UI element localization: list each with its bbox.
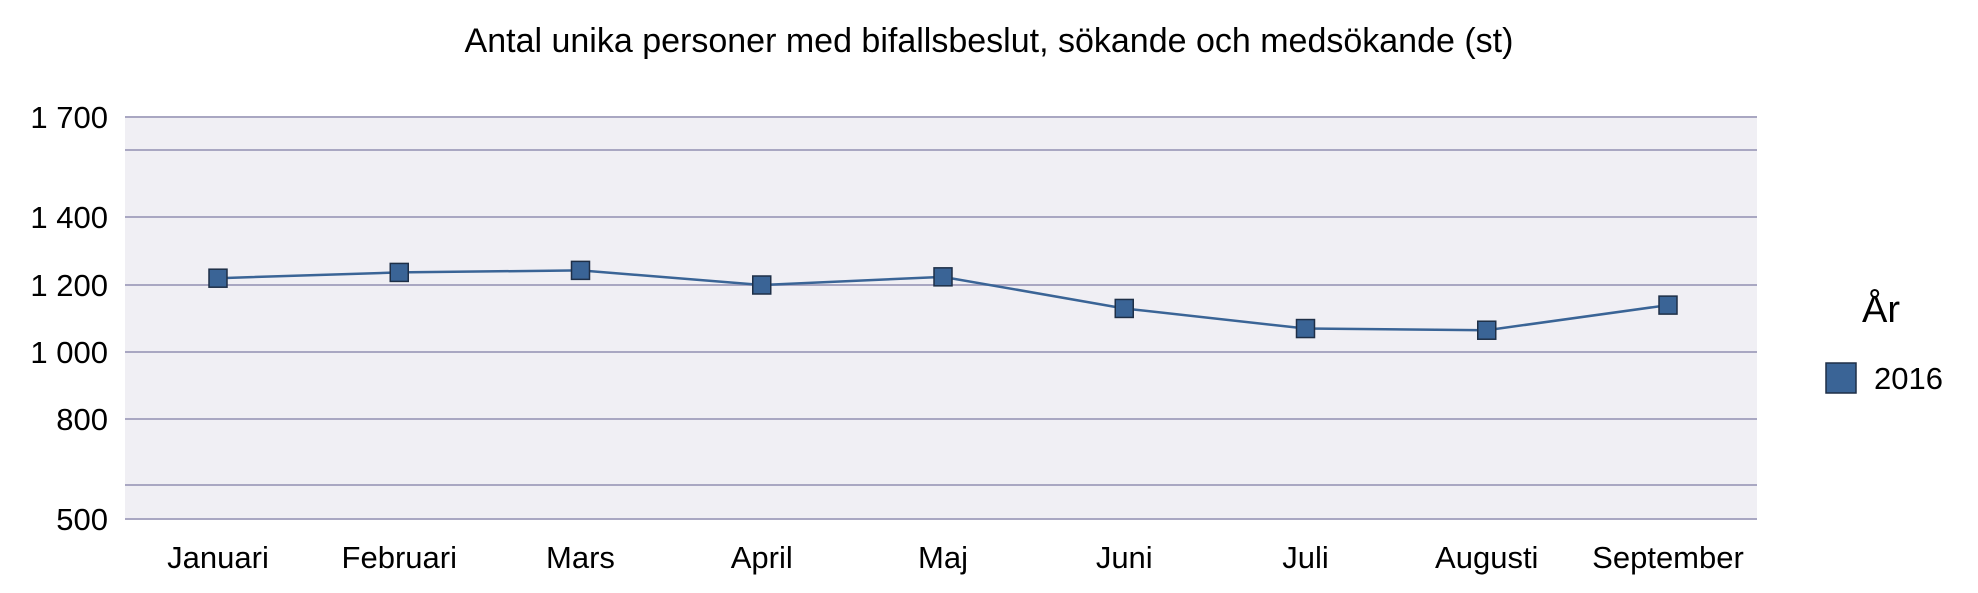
y-tick-label: 1 200 xyxy=(30,268,108,303)
chart-title: Antal unika personer med bifallsbeslut, … xyxy=(465,22,1514,60)
data-point xyxy=(389,262,409,283)
y-tick-label: 1 000 xyxy=(30,335,108,370)
data-point xyxy=(1658,295,1678,315)
x-tick-label: September xyxy=(1592,540,1744,575)
x-tick-label: Maj xyxy=(918,540,968,575)
y-tick-label: 800 xyxy=(56,402,108,437)
y-tick-label: 500 xyxy=(56,502,108,537)
series-group xyxy=(208,260,1678,340)
y-axis: 500 800 1 000 1 200 1 400 1 700 xyxy=(30,100,108,537)
plot-area xyxy=(125,117,1757,519)
data-point xyxy=(1477,320,1497,340)
legend-title: År xyxy=(1862,287,1900,331)
data-point xyxy=(933,267,953,287)
legend-label-2016: 2016 xyxy=(1874,361,1943,396)
gridlines xyxy=(125,116,1757,520)
y-tick-label: 1 700 xyxy=(30,100,108,135)
x-axis: Januari Februari Mars April Maj Juni Juli Augus… xyxy=(167,540,1744,575)
x-tick-label: Januari xyxy=(167,540,269,575)
x-tick-label: April xyxy=(731,540,793,575)
x-tick-label: Mars xyxy=(546,540,615,575)
legend: År 2016 xyxy=(1825,287,1943,396)
x-tick-label: Juli xyxy=(1282,540,1329,575)
x-tick-label: Juni xyxy=(1096,540,1153,575)
y-tick-label: 1 400 xyxy=(30,200,108,235)
x-tick-label: Februari xyxy=(342,540,457,575)
data-point xyxy=(570,260,591,281)
data-point xyxy=(208,268,228,288)
legend-swatch-2016 xyxy=(1825,362,1857,394)
data-point xyxy=(1114,298,1134,319)
data-point xyxy=(1295,318,1316,339)
data-point xyxy=(752,275,772,295)
x-tick-label: Augusti xyxy=(1435,540,1538,575)
